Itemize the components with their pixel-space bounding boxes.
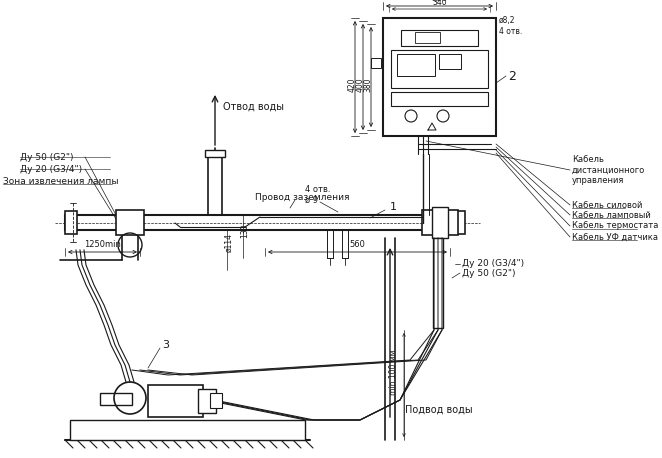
Bar <box>422 210 458 235</box>
Text: 2: 2 <box>508 70 516 82</box>
Text: Кабель термостата: Кабель термостата <box>572 222 659 230</box>
Bar <box>100 393 132 405</box>
Text: 400: 400 <box>355 77 365 92</box>
Bar <box>383 18 496 136</box>
Text: Кабель силовой: Кабель силовой <box>572 201 642 209</box>
Bar <box>148 385 203 417</box>
Text: Ду 20 (G3/4"): Ду 20 (G3/4") <box>20 164 82 174</box>
Bar <box>415 32 440 43</box>
Text: Провод заземления: Провод заземления <box>255 192 350 202</box>
Text: Зона извлечения лампы: Зона извлечения лампы <box>3 178 118 186</box>
Bar <box>439 54 461 69</box>
Text: 560: 560 <box>350 240 365 249</box>
Text: 130: 130 <box>240 223 250 238</box>
Text: 380: 380 <box>432 0 448 3</box>
Text: Кабель УФ датчика: Кабель УФ датчика <box>572 233 658 241</box>
Text: 340: 340 <box>432 0 447 7</box>
Text: min 100 мм: min 100 мм <box>389 349 397 395</box>
Bar <box>70 420 305 440</box>
Bar <box>432 207 448 238</box>
Bar <box>198 389 216 413</box>
Bar <box>391 92 488 106</box>
Text: Кабель ламповый: Кабель ламповый <box>572 211 651 219</box>
Bar <box>205 150 225 157</box>
Text: Кабель
дистанционного
управления: Кабель дистанционного управления <box>572 155 645 185</box>
Bar <box>210 393 222 408</box>
Bar <box>450 211 465 234</box>
Text: 380: 380 <box>363 77 373 92</box>
Bar <box>116 210 144 235</box>
Text: ø8,2
4 отв.: ø8,2 4 отв. <box>499 16 522 36</box>
Text: 3: 3 <box>162 340 169 350</box>
Bar <box>397 54 435 76</box>
Bar <box>401 30 478 46</box>
Text: 420: 420 <box>348 77 357 92</box>
Text: 1250min: 1250min <box>84 240 121 249</box>
Bar <box>371 58 381 68</box>
Text: Отвод воды: Отвод воды <box>223 102 284 112</box>
Text: Ду 20 (G3/4"): Ду 20 (G3/4") <box>462 258 524 267</box>
Text: 4 отв.
ø 9: 4 отв. ø 9 <box>305 185 330 205</box>
Bar <box>391 50 488 88</box>
Bar <box>433 238 443 328</box>
Text: Ду 50 (G2"): Ду 50 (G2") <box>462 269 516 278</box>
Text: Ду 50 (G2"): Ду 50 (G2") <box>20 153 73 162</box>
Text: ø114: ø114 <box>224 234 234 252</box>
Bar <box>65 215 460 230</box>
Text: Подвод воды: Подвод воды <box>405 405 473 415</box>
Text: 1: 1 <box>390 202 397 212</box>
Bar <box>65 211 77 234</box>
